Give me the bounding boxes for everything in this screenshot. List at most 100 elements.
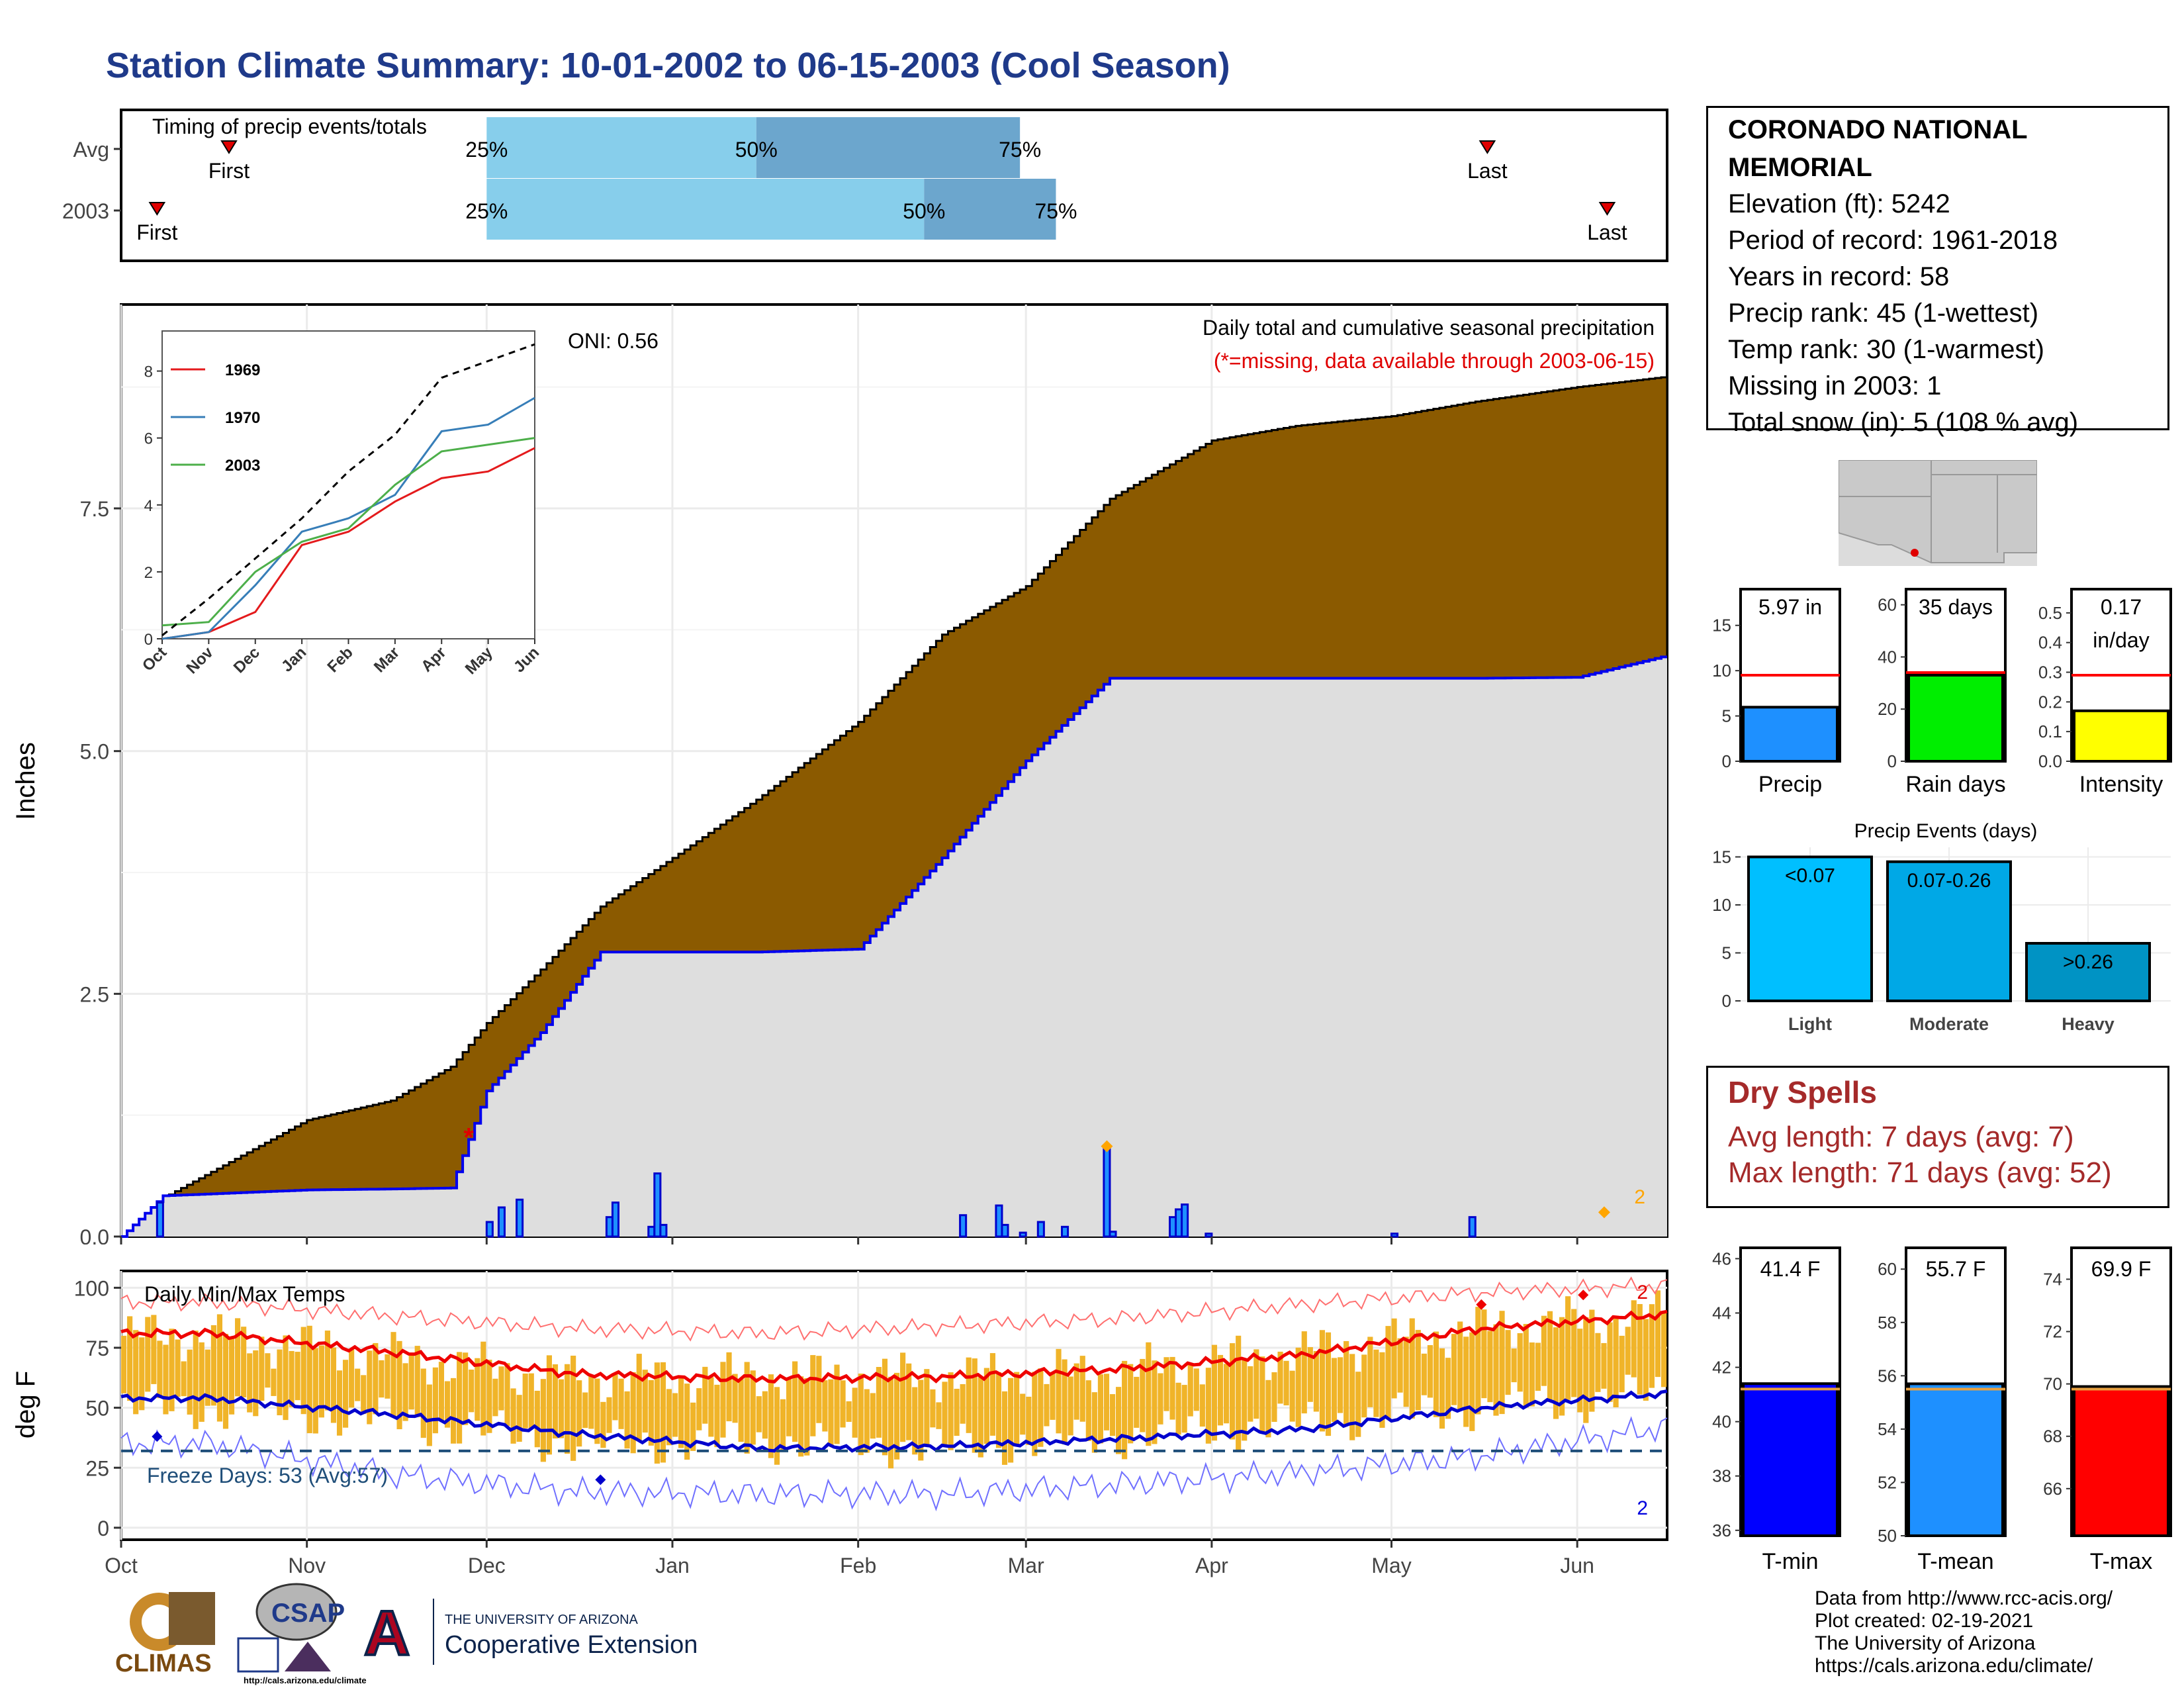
daily-precip-bar <box>1036 1221 1045 1238</box>
daily-temp-bar <box>1217 1354 1224 1426</box>
daily-temp-bar <box>804 1378 810 1456</box>
daily-temp-bar <box>1211 1344 1218 1441</box>
temp-ytick: 100 <box>74 1276 109 1300</box>
daily-temp-bar <box>127 1316 133 1401</box>
daily-temp-bar <box>1158 1373 1163 1425</box>
csap-logo-text: CSAP <box>271 1599 345 1628</box>
daily-temp-bar <box>768 1374 774 1458</box>
inset-line-1970 <box>161 397 535 640</box>
daily-temp-bar <box>1050 1372 1056 1420</box>
daily-temp-bar <box>1415 1330 1421 1411</box>
daily-temp-bar <box>648 1380 654 1446</box>
daily-temp-bar <box>1571 1309 1577 1397</box>
record-temp-marker <box>1476 1299 1487 1310</box>
first-marker <box>220 140 238 154</box>
station-temp-rank: Temp rank: 30 (1-warmest) <box>1728 335 2044 364</box>
month-label: May <box>1371 1554 1411 1577</box>
summary-ytick: 0.2 <box>2038 692 2062 712</box>
timing-bar-50-75 <box>924 179 1056 240</box>
daily-temp-bar <box>618 1378 624 1429</box>
svg-text:A: A <box>364 1598 410 1669</box>
events-ytick: 10 <box>1712 895 1731 915</box>
daily-temp-bar <box>1463 1336 1469 1427</box>
daily-temp-bar <box>1307 1347 1313 1402</box>
record-daily-marker <box>1598 1206 1610 1219</box>
daily-temp-bar <box>1631 1300 1637 1378</box>
daily-temp-bar <box>414 1346 420 1417</box>
daily-temp-bar <box>600 1401 606 1448</box>
timing-row-label: Avg <box>73 138 109 162</box>
daily-temp-bar <box>1044 1383 1050 1427</box>
daily-temp-bar <box>906 1363 912 1440</box>
temp-summary-label: T-min <box>1762 1549 1819 1574</box>
daily-temp-bar <box>1397 1338 1403 1393</box>
events-ytick: 15 <box>1712 847 1731 867</box>
season-cumulative-area <box>121 657 1667 1237</box>
precip-right-count: 2 <box>1634 1186 1645 1208</box>
timing-label-25: 25% <box>465 138 508 162</box>
daily-temp-bar <box>1026 1396 1032 1445</box>
daily-temp-bar <box>486 1360 492 1433</box>
daily-temp-bar <box>558 1379 565 1438</box>
dry-spells-avg: Avg length: 7 days (avg: 7) <box>1728 1121 2074 1153</box>
inset-ytick: 4 <box>144 497 153 515</box>
daily-temp-bar <box>1517 1333 1523 1392</box>
summary-ytick: 0 <box>1722 751 1731 771</box>
freeze-days-label: Freeze Days: 53 (Avg:57) <box>147 1464 388 1487</box>
csap-url: http://cals.arizona.edu/climate <box>244 1675 367 1685</box>
daily-temp-bar <box>169 1329 175 1411</box>
daily-temp-bar <box>822 1380 828 1432</box>
daily-temp-bar <box>606 1397 612 1433</box>
daily-precip-bar <box>1468 1216 1477 1238</box>
daily-temp-bar <box>1295 1347 1301 1427</box>
daily-temp-bar <box>247 1353 253 1413</box>
daily-temp-bar <box>121 1335 127 1393</box>
temp-top-count: 2 <box>1637 1282 1648 1303</box>
daily-temp-bar <box>210 1325 216 1406</box>
temp-summary-ytick: 68 <box>2043 1427 2062 1446</box>
month-label: Jan <box>655 1554 690 1577</box>
daily-temp-bar <box>480 1341 486 1436</box>
summary-ytick: 10 <box>1712 661 1731 680</box>
daily-temp-bar <box>1073 1363 1079 1420</box>
daily-temp-bar <box>289 1350 295 1407</box>
daily-temp-bar <box>887 1376 894 1469</box>
summary-ytick: 15 <box>1712 616 1731 635</box>
daily-temp-bar <box>1613 1318 1619 1407</box>
daily-temp-bar <box>157 1340 163 1399</box>
daily-temp-bar <box>510 1388 516 1444</box>
month-label: Oct <box>105 1554 138 1577</box>
daily-temp-bar <box>1277 1351 1283 1404</box>
daily-temp-bar <box>954 1388 960 1436</box>
daily-temp-bar <box>714 1384 720 1448</box>
summary-ytick: 0.0 <box>2038 751 2062 771</box>
timing-bar-25-50 <box>486 117 756 178</box>
summary-value-text: 5.97 in <box>1758 595 1822 619</box>
footer-line4: https://cals.arizona.edu/climate/ <box>1815 1655 2093 1677</box>
daily-temp-bar <box>1020 1393 1026 1435</box>
summary-ytick: 0.3 <box>2038 663 2062 682</box>
events-bar-label: Moderate <box>1909 1014 1989 1034</box>
page-title: Station Climate Summary: 10-01-2002 to 0… <box>106 46 1230 85</box>
footer-line3: The University of Arizona <box>1815 1632 2036 1654</box>
timing-label-50: 50% <box>735 138 778 162</box>
temp-summary-ytick: 38 <box>1712 1466 1731 1486</box>
daily-temp-bar <box>930 1389 936 1428</box>
month-label: Apr <box>1195 1554 1228 1577</box>
timing-bar-50-75 <box>756 117 1021 178</box>
temp-summary-value: 55.7 F <box>1926 1257 1986 1281</box>
daily-temp-bar <box>582 1392 588 1429</box>
last-marker <box>1598 202 1616 216</box>
daily-temp-bar <box>516 1395 522 1442</box>
temp-ytick: 0 <box>97 1517 109 1540</box>
dry-spells-box: Dry Spells Avg length: 7 days (avg: 7) M… <box>1706 1066 2169 1208</box>
daily-temp-bar <box>1128 1364 1134 1444</box>
daily-temp-bar <box>1457 1321 1463 1410</box>
station-period: Period of record: 1961-2018 <box>1728 226 2058 255</box>
precip-events-chart: 0 5 10 15 <0.07 Light 0.07-0.26 Moderate >0.26 He… <box>1712 820 2171 1034</box>
events-bar-heavy <box>2025 942 2151 1002</box>
dry-spells-title: Dry Spells <box>1728 1075 1877 1109</box>
daily-temp-bar <box>1499 1311 1505 1415</box>
precip-ytick: 2.5 <box>80 982 109 1006</box>
